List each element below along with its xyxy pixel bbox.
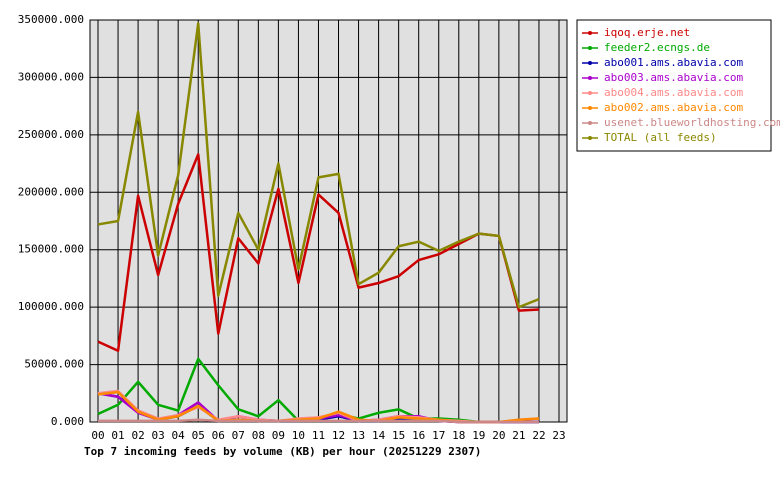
x-tick-label: 11 (312, 429, 325, 442)
legend-marker (588, 91, 592, 95)
y-tick-label: 300000.000 (18, 70, 84, 83)
series-line (97, 22, 540, 309)
x-tick-label: 08 (252, 429, 265, 442)
legend-label: TOTAL (all feeds) (604, 131, 717, 144)
series-line (97, 153, 540, 353)
legend-marker (588, 31, 592, 35)
legend-label: usenet.blueworldhosting.com (604, 116, 780, 129)
legend-marker (588, 76, 592, 80)
x-tick-label: 23 (552, 429, 565, 442)
y-tick-label: 150000.000 (18, 243, 84, 256)
legend-label: feeder2.ecngs.de (604, 41, 710, 54)
x-tick-label: 17 (432, 429, 445, 442)
x-tick-label: 05 (192, 429, 205, 442)
x-tick-label: 10 (292, 429, 305, 442)
y-tick-label: 350000.000 (18, 13, 84, 26)
legend-label: abo003.ams.abavia.com (604, 71, 743, 84)
legend-box (576, 19, 772, 152)
x-tick-label: 07 (232, 429, 245, 442)
x-tick-label: 13 (352, 429, 365, 442)
legend-label: iqoq.erje.net (604, 26, 690, 39)
plot-background (90, 20, 567, 422)
x-tick-label: 15 (392, 429, 405, 442)
y-tick-label: 250000.000 (18, 128, 84, 141)
x-tick-label: 02 (131, 429, 144, 442)
x-tick-label: 09 (272, 429, 285, 442)
legend-marker (588, 136, 592, 140)
y-tick-label: 0.000 (51, 415, 84, 428)
legend-label: abo001.ams.abavia.com (604, 56, 743, 69)
legend-label: abo002.ams.abavia.com (604, 101, 743, 114)
x-tick-label: 19 (472, 429, 485, 442)
x-tick-label: 03 (152, 429, 165, 442)
x-tick-label: 12 (332, 429, 345, 442)
x-tick-label: 22 (532, 429, 545, 442)
legend-marker (588, 46, 592, 50)
y-tick-label: 200000.000 (18, 185, 84, 198)
y-tick-label: 100000.000 (18, 300, 84, 313)
x-tick-label: 04 (172, 429, 186, 442)
x-tick-label: 18 (452, 429, 465, 442)
x-tick-label: 20 (492, 429, 505, 442)
series-line (98, 418, 539, 424)
x-tick-label: 16 (412, 429, 425, 442)
x-tick-label: 21 (512, 429, 525, 442)
x-tick-label: 14 (372, 429, 386, 442)
chart-title: Top 7 incoming feeds by volume (KB) per … (84, 445, 481, 458)
x-tick-label: 06 (212, 429, 225, 442)
legend-label: abo004.ams.abavia.com (604, 86, 743, 99)
x-tick-label: 01 (111, 429, 124, 442)
y-tick-label: 50000.000 (24, 358, 84, 371)
x-tick-label: 00 (91, 429, 104, 442)
legend-marker (588, 121, 592, 125)
legend-marker (588, 61, 592, 65)
legend-marker (588, 106, 592, 110)
